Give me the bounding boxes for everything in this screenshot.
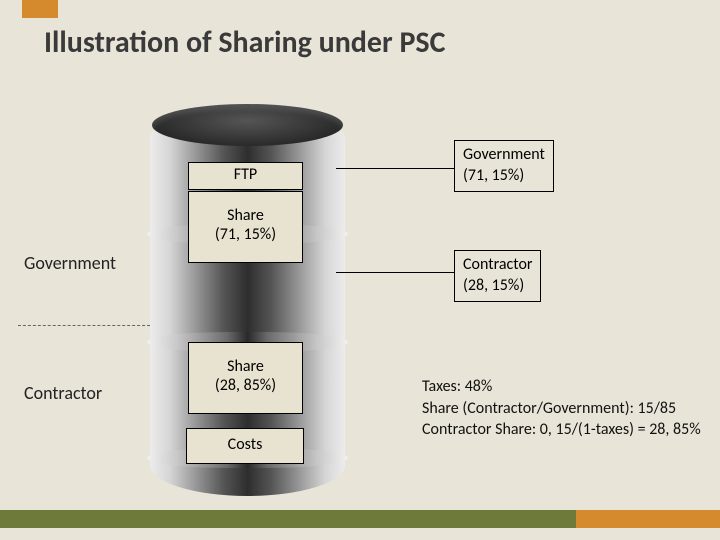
slide: Illustration of Sharing under PSC FTP Sh…	[0, 0, 720, 540]
leader-line-contractor	[336, 272, 454, 273]
segment-label: Share	[227, 357, 264, 376]
notes-line: Share (Contractor/Government): 15/85	[422, 398, 702, 420]
segment-costs: Costs	[186, 428, 304, 464]
divider-dashed	[18, 325, 150, 326]
segment-label: FTP	[234, 165, 257, 184]
callout-value: (28, 15%)	[463, 276, 524, 295]
segment-share-government: Share (71, 15%)	[188, 191, 303, 263]
segment-label: Share	[227, 206, 264, 225]
footer-strip-orange	[576, 510, 720, 528]
callout-title: Government	[463, 145, 545, 164]
page-title: Illustration of Sharing under PSC	[44, 24, 445, 61]
callout-contractor: Contractor (28, 15%)	[454, 250, 541, 302]
notes-line: Contractor Share: 0, 15/(1-taxes) = 28, …	[422, 419, 702, 441]
segment-ftp: FTP	[188, 162, 303, 190]
callout-value: (71, 15%)	[463, 166, 524, 185]
side-label-contractor: Contractor	[24, 382, 102, 404]
callout-government: Government (71, 15%)	[454, 140, 554, 192]
barrel-lid	[152, 104, 343, 146]
accent-bar-top	[22, 0, 58, 18]
notes-line: Taxes: 48%	[422, 376, 702, 398]
leader-line-government	[336, 168, 454, 169]
callout-title: Contractor	[463, 255, 532, 274]
segment-share-contractor: Share (28, 85%)	[188, 342, 303, 414]
segment-value: (28, 85%)	[215, 376, 276, 395]
segment-label: Costs	[228, 435, 263, 454]
segment-value: (71, 15%)	[215, 225, 276, 244]
notes-block: Taxes: 48% Share (Contractor/Government)…	[422, 376, 702, 441]
footer-strip-green	[0, 510, 576, 528]
side-label-government: Government	[24, 252, 116, 274]
